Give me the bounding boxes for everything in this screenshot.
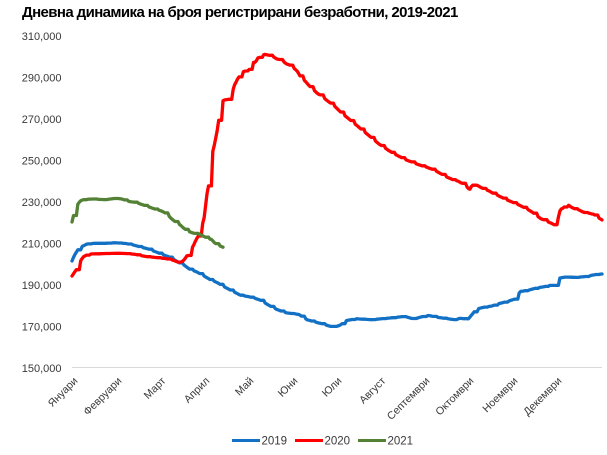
svg-text:270,000: 270,000 — [22, 114, 62, 126]
svg-text:230,000: 230,000 — [22, 197, 62, 209]
svg-text:2021: 2021 — [388, 436, 414, 448]
svg-text:150,000: 150,000 — [22, 363, 62, 375]
svg-text:170,000: 170,000 — [22, 322, 62, 334]
svg-text:210,000: 210,000 — [22, 239, 62, 251]
svg-text:2019: 2019 — [262, 436, 288, 448]
svg-text:290,000: 290,000 — [22, 73, 62, 85]
svg-text:190,000: 190,000 — [22, 280, 62, 292]
svg-text:Дневна динамика на броя регист: Дневна динамика на броя регистрирани без… — [22, 4, 458, 21]
svg-text:250,000: 250,000 — [22, 156, 62, 168]
svg-text:310,000: 310,000 — [22, 31, 62, 43]
svg-text:2020: 2020 — [325, 436, 351, 448]
